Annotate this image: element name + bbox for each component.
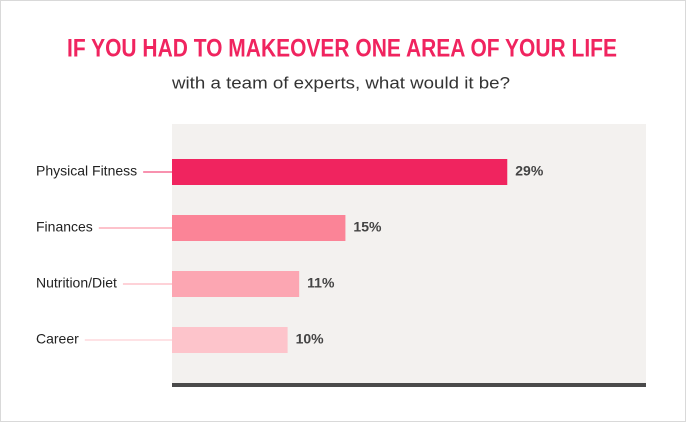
value-label: 15%	[353, 219, 382, 235]
value-label: 11%	[307, 275, 335, 291]
category-label: Finances	[36, 219, 93, 235]
category-label: Physical Fitness	[36, 163, 137, 179]
bar	[172, 215, 346, 241]
bar	[172, 159, 508, 185]
value-label: 29%	[515, 163, 544, 179]
bar	[172, 271, 300, 297]
bar	[172, 327, 288, 353]
value-label: 10%	[296, 331, 325, 347]
chart-title: IF YOU HAD TO MAKEOVER ONE AREA OF YOUR …	[67, 35, 617, 63]
category-label: Career	[36, 331, 79, 347]
category-label: Nutrition/Diet	[36, 275, 117, 291]
chart-subtitle: with a team of experts, what would it be…	[171, 73, 510, 92]
